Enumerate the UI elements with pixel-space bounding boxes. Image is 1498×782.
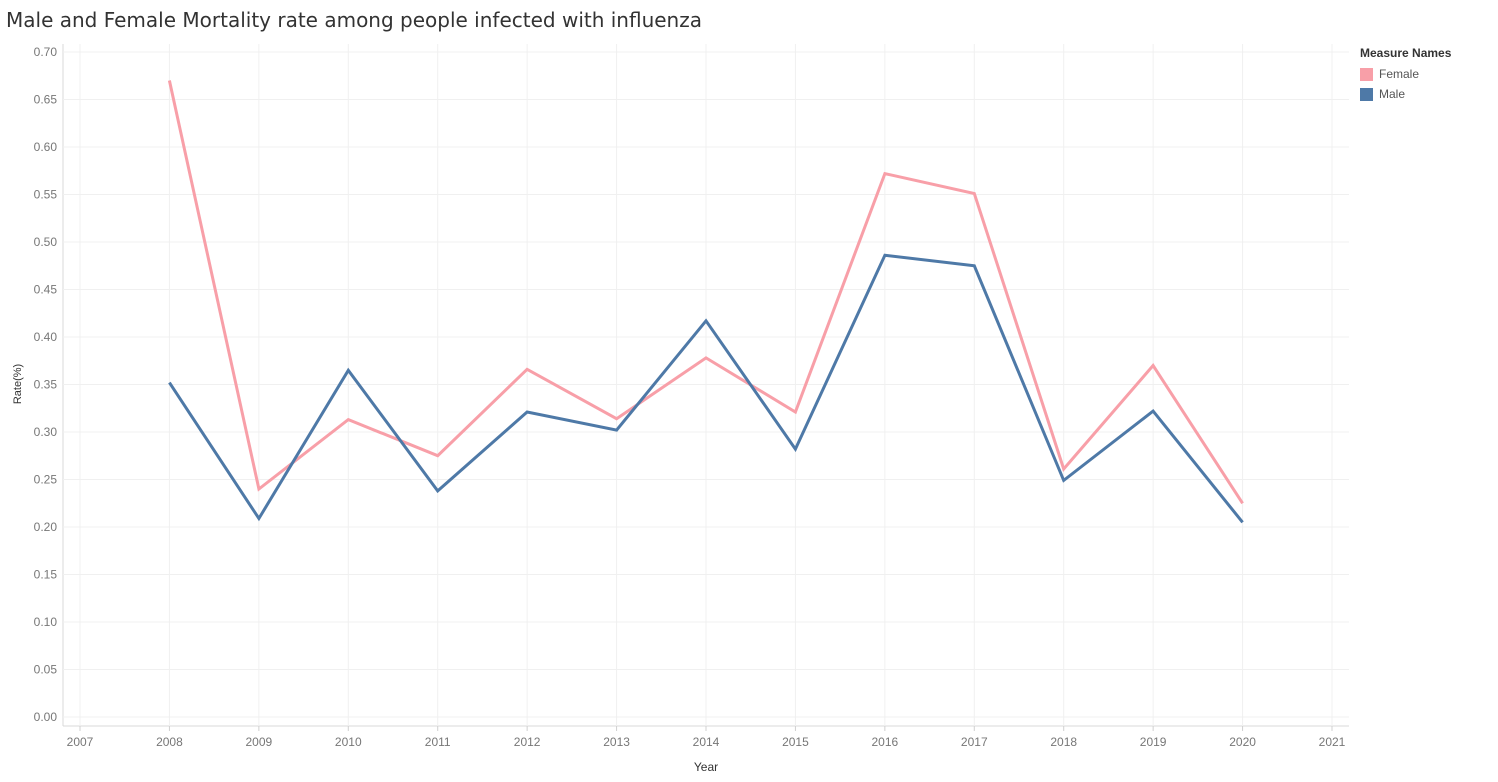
x-tick-label: 2011 bbox=[425, 735, 451, 749]
series-line-female[interactable] bbox=[167, 80, 1244, 505]
legend-item-male[interactable]: Male bbox=[1360, 84, 1451, 104]
y-axis-label: Rate(%) bbox=[12, 364, 24, 404]
legend-title: Measure Names bbox=[1360, 46, 1452, 60]
y-tick-label: 0.70 bbox=[34, 45, 58, 59]
y-tick-label: 0.55 bbox=[34, 188, 58, 202]
y-tick-label: 0.40 bbox=[34, 330, 58, 344]
legend-label-male: Male bbox=[1379, 87, 1406, 101]
x-tick-label: 2021 bbox=[1319, 735, 1346, 749]
x-axis-label: Year bbox=[694, 760, 718, 774]
legend-swatch-male bbox=[1360, 87, 1373, 101]
legend-item-female[interactable]: Female bbox=[1360, 64, 1451, 84]
y-tick-label: 0.35 bbox=[34, 378, 58, 392]
x-tick-label: 2014 bbox=[693, 735, 720, 749]
x-axis-ticks: 2007 2008 2009 2010 2011 2012 2013 2014 2015 2016… bbox=[67, 735, 1346, 749]
x-tick-label: 2007 bbox=[67, 735, 94, 749]
y-tick-label: 0.65 bbox=[34, 93, 58, 107]
y-axis-ticks: 0.00 0.05 0.10 0.15 0.20 0.25 0.30 0.35 0.40 0.45… bbox=[34, 45, 58, 724]
y-tick-label: 0.25 bbox=[34, 473, 58, 487]
legend-swatch-female bbox=[1360, 67, 1373, 81]
legend-label-female: Female bbox=[1379, 67, 1420, 81]
y-tick-label: 0.00 bbox=[34, 710, 58, 724]
chart-title: Male and Female Mortality rate among peo… bbox=[6, 8, 702, 32]
x-tick-label: 2013 bbox=[603, 735, 630, 749]
y-tick-label: 0.10 bbox=[34, 615, 58, 629]
series-line-male[interactable] bbox=[168, 253, 1244, 524]
x-tick-label: 2015 bbox=[782, 735, 809, 749]
y-tick-label: 0.30 bbox=[34, 425, 58, 439]
legend: Measure Names Female Male bbox=[1360, 46, 1451, 104]
y-tick-label: 0.45 bbox=[34, 283, 58, 297]
y-tick-label: 0.50 bbox=[34, 235, 58, 249]
x-tick-label: 2016 bbox=[872, 735, 899, 749]
x-tick-label: 2008 bbox=[156, 735, 183, 749]
x-tick-label: 2018 bbox=[1050, 735, 1077, 749]
series-lines bbox=[167, 80, 1244, 524]
y-tick-label: 0.15 bbox=[34, 568, 58, 582]
x-tick-label: 2010 bbox=[335, 735, 362, 749]
x-tick-label: 2009 bbox=[246, 735, 273, 749]
gridlines bbox=[62, 44, 1349, 731]
x-tick-label: 2020 bbox=[1229, 735, 1256, 749]
x-tick-label: 2019 bbox=[1140, 735, 1167, 749]
y-tick-label: 0.60 bbox=[34, 140, 58, 154]
y-tick-label: 0.20 bbox=[34, 520, 58, 534]
y-tick-label: 0.05 bbox=[34, 663, 58, 677]
x-tick-label: 2012 bbox=[514, 735, 541, 749]
x-tick-label: 2017 bbox=[961, 735, 988, 749]
